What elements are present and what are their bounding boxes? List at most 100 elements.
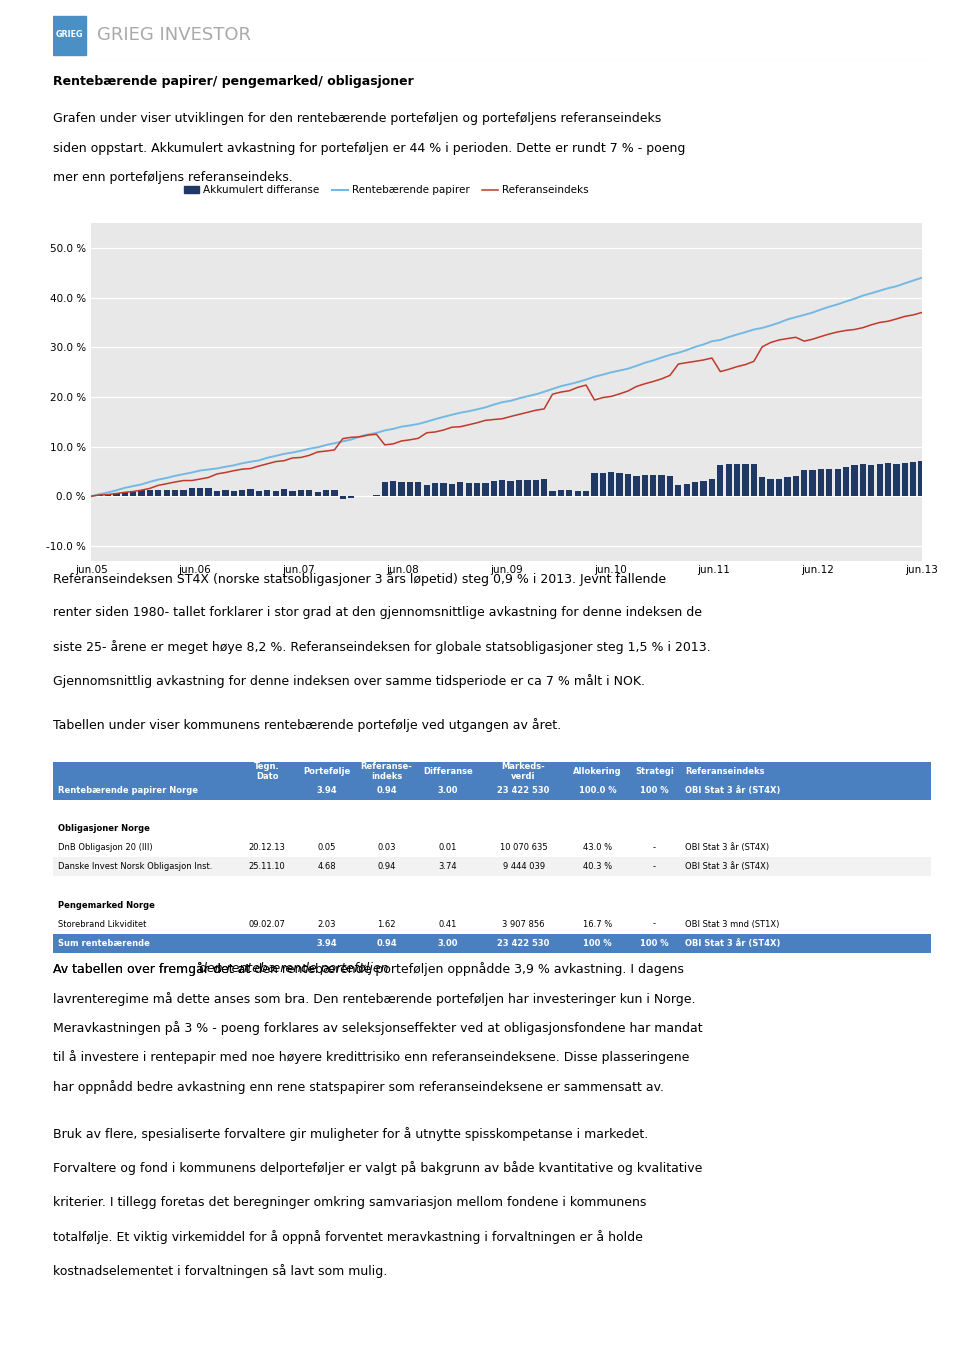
Text: Markeds-
verdi: Markeds- verdi	[502, 762, 545, 781]
Bar	[583, 491, 589, 497]
Text: til å investere i rentepapir med noe høyere kredittrisiko enn referanseindeksene: til å investere i rentepapir med noe høy…	[53, 1051, 689, 1064]
Bar	[315, 491, 321, 497]
Text: 3.74: 3.74	[439, 863, 457, 871]
Text: den rentebærende porteføljen: den rentebærende porteføljen	[199, 962, 389, 976]
Bar	[53, 819, 931, 838]
Bar	[180, 490, 186, 497]
Legend: Akkumulert differanse, Rentebærende papirer, Referanseindeks: Akkumulert differanse, Rentebærende papi…	[180, 181, 592, 200]
Text: 3.94: 3.94	[317, 787, 337, 795]
Text: OBI Stat 3 år (ST4X): OBI Stat 3 år (ST4X)	[685, 939, 780, 947]
Text: OBI Stat 3 år (ST4X): OBI Stat 3 år (ST4X)	[685, 863, 769, 871]
Bar	[876, 464, 883, 497]
Bar	[122, 491, 128, 497]
Bar	[331, 490, 338, 497]
Text: 9 444 039: 9 444 039	[502, 863, 544, 871]
Text: 100.0 %: 100.0 %	[579, 787, 616, 795]
Bar	[634, 475, 639, 497]
Bar	[457, 482, 464, 497]
Bar	[205, 489, 212, 497]
Bar	[751, 464, 757, 497]
Text: Bruk av flere, spesialiserte forvaltere gir muligheter for å utnytte spisskompet: Bruk av flere, spesialiserte forvaltere …	[53, 1127, 648, 1141]
Bar	[382, 482, 388, 497]
Text: Pengemarked Norge: Pengemarked Norge	[58, 901, 155, 909]
Bar	[53, 800, 931, 819]
Bar	[415, 482, 421, 497]
Bar	[860, 464, 866, 497]
Bar	[767, 479, 774, 497]
Bar	[281, 490, 287, 497]
Bar	[759, 478, 765, 497]
Bar	[508, 480, 514, 497]
Text: 3.94: 3.94	[317, 939, 337, 947]
Bar	[641, 475, 648, 497]
Text: -: -	[653, 844, 656, 852]
Bar	[566, 490, 572, 497]
Bar	[163, 490, 170, 497]
Bar	[53, 762, 931, 781]
Text: Strategi: Strategi	[636, 768, 674, 776]
Bar	[423, 485, 430, 497]
Bar	[692, 482, 698, 497]
Text: totalfølje. Et viktig virkemiddel for å oppnå forventet meravkastning i forvaltn: totalfølje. Et viktig virkemiddel for å …	[53, 1230, 642, 1244]
Bar	[53, 16, 85, 54]
Bar	[894, 464, 900, 497]
Text: 3.00: 3.00	[438, 939, 458, 947]
Text: Rentebærende papirer/ pengemarked/ obligasjoner: Rentebærende papirer/ pengemarked/ oblig…	[53, 75, 414, 88]
Bar	[684, 483, 690, 497]
Bar	[784, 478, 790, 497]
Text: 0.41: 0.41	[439, 920, 457, 928]
Bar	[441, 483, 446, 497]
Bar	[323, 490, 329, 497]
Bar	[466, 483, 471, 497]
Text: DnB Obligasjon 20 (III): DnB Obligasjon 20 (III)	[58, 844, 153, 852]
Bar	[239, 490, 246, 497]
Bar	[53, 934, 931, 953]
Bar	[230, 491, 237, 497]
Bar	[306, 490, 312, 497]
Bar	[223, 490, 228, 497]
Bar	[717, 464, 724, 497]
Bar	[608, 472, 614, 497]
Bar	[248, 490, 253, 497]
Bar	[398, 482, 405, 497]
Bar	[524, 480, 531, 497]
Bar	[189, 489, 195, 497]
Text: Storebrand Likviditet: Storebrand Likviditet	[58, 920, 147, 928]
Text: 16.7 %: 16.7 %	[583, 920, 612, 928]
Bar	[809, 470, 816, 497]
Text: 0.01: 0.01	[439, 844, 457, 852]
Bar	[298, 490, 304, 497]
Text: 0.94: 0.94	[376, 939, 396, 947]
Bar	[558, 490, 564, 497]
Text: 09.02.07: 09.02.07	[249, 920, 285, 928]
Bar	[53, 838, 931, 857]
Text: 43.0 %: 43.0 %	[583, 844, 612, 852]
Bar	[53, 781, 931, 800]
Bar	[591, 474, 598, 497]
Bar	[340, 497, 346, 499]
Text: siden oppstart. Akkumulert avkastning for porteføljen er 44 % i perioden. Dette : siden oppstart. Akkumulert avkastning fo…	[53, 142, 685, 155]
Bar	[726, 464, 732, 497]
Bar	[625, 474, 631, 497]
Bar	[407, 482, 413, 497]
Bar	[273, 490, 278, 497]
Text: 10 070 635: 10 070 635	[500, 844, 547, 852]
Bar	[818, 470, 824, 497]
Bar	[53, 876, 931, 896]
Bar	[255, 490, 262, 497]
Text: 3 907 856: 3 907 856	[502, 920, 545, 928]
Bar	[53, 857, 931, 876]
Text: OBI Stat 3 år (ST4X): OBI Stat 3 år (ST4X)	[685, 844, 769, 852]
Text: Referanseindeksen ST4X (norske statsobligasjoner 3 års løpetid) steg 0,9 % i 201: Referanseindeksen ST4X (norske statsobli…	[53, 572, 666, 585]
Text: Grafen under viser utviklingen for den rentebærende porteføljen og porteføljens : Grafen under viser utviklingen for den r…	[53, 112, 661, 125]
Text: Differanse: Differanse	[423, 768, 473, 776]
Text: har oppnådd bedre avkastning enn rene statspapirer som referanseindeksene er sam: har oppnådd bedre avkastning enn rene st…	[53, 1079, 663, 1094]
Text: -: -	[653, 920, 656, 928]
Text: 4.68: 4.68	[318, 863, 336, 871]
Text: GRIEG: GRIEG	[56, 30, 84, 39]
Text: 23 422 530: 23 422 530	[497, 787, 550, 795]
Text: 2.03: 2.03	[318, 920, 336, 928]
Text: Referanse-
indeks: Referanse- indeks	[361, 762, 413, 781]
Bar	[701, 480, 707, 497]
Bar	[834, 468, 841, 497]
